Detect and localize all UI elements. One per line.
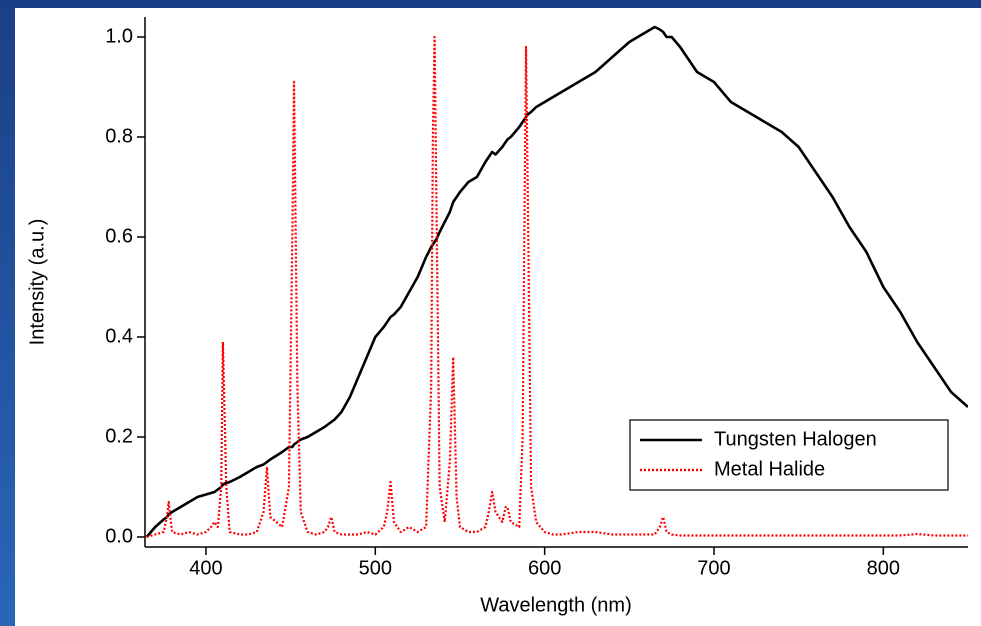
chart-panel xyxy=(15,8,981,626)
x-tick-label: 400 xyxy=(189,557,222,579)
y-tick-label: 0.4 xyxy=(105,325,133,347)
legend-box xyxy=(629,419,949,491)
y-axis-title: Intensity (a.u.) xyxy=(26,219,48,346)
y-tick-label: 0.8 xyxy=(105,125,133,147)
series-line xyxy=(145,25,968,538)
x-tick-label: 700 xyxy=(697,557,730,579)
y-tick-label: 0.2 xyxy=(105,425,133,447)
y-tick-label: 0.0 xyxy=(105,525,133,547)
x-tick-label: 600 xyxy=(528,557,561,579)
legend-label: Tungsten Halogen xyxy=(714,428,877,450)
legend-label: Metal Halide xyxy=(714,458,825,480)
x-axis-title: Wavelength (nm) xyxy=(480,594,632,616)
y-tick-label: 0.6 xyxy=(105,225,133,247)
x-tick-label: 800 xyxy=(867,557,900,579)
series-line xyxy=(146,35,968,539)
x-tick-label: 500 xyxy=(359,557,392,579)
y-tick-label: 1.0 xyxy=(105,25,133,47)
